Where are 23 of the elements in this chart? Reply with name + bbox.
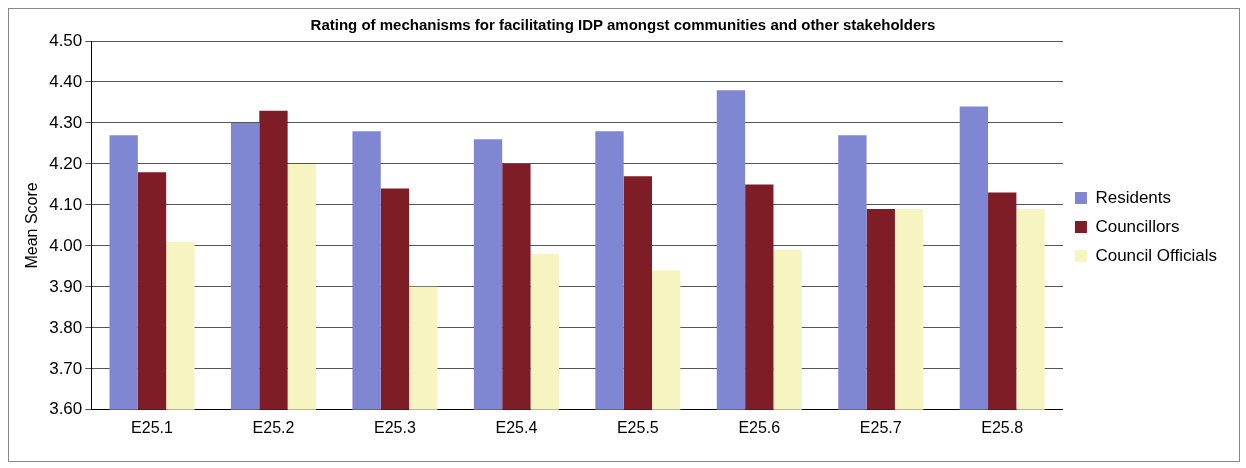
x-tick-label: E25.7 bbox=[859, 418, 902, 436]
chart-title: Rating of mechanisms for facilitating IDP amongst communities and other stakeholders bbox=[310, 16, 936, 34]
y-tick-label: 4.30 bbox=[49, 112, 83, 132]
y-tick-label: 3.60 bbox=[49, 399, 83, 419]
y-tick-label: 3.90 bbox=[49, 276, 83, 296]
legend-label: Council Officials bbox=[1095, 245, 1218, 265]
y-tick-label: 4.20 bbox=[49, 153, 83, 173]
y-tick-label: 3.80 bbox=[49, 317, 83, 337]
x-tick-label: E25.5 bbox=[616, 418, 659, 436]
x-tick-label: E25.8 bbox=[981, 418, 1024, 436]
y-tick-label: 3.70 bbox=[49, 358, 83, 378]
y-tick-label: 4.10 bbox=[49, 194, 83, 214]
x-tick-label: E25.4 bbox=[495, 418, 538, 436]
legend-label: Residents bbox=[1095, 187, 1172, 207]
x-tick-label: E25.1 bbox=[131, 418, 174, 436]
y-axis-title: Mean Score bbox=[23, 182, 41, 269]
legend-label: Councillors bbox=[1095, 216, 1180, 236]
y-tick-label: 4.00 bbox=[49, 235, 83, 255]
x-tick-label: E25.2 bbox=[252, 418, 295, 436]
y-tick-label: 4.50 bbox=[49, 30, 83, 50]
y-tick-label: 4.40 bbox=[49, 71, 83, 91]
x-tick-label: E25.6 bbox=[738, 418, 781, 436]
x-tick-label: E25.3 bbox=[374, 418, 416, 436]
